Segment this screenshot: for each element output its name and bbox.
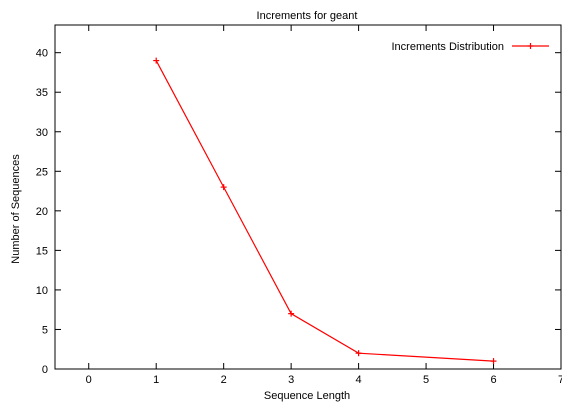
data-point <box>355 350 362 357</box>
y-tick-label: 25 <box>36 166 48 178</box>
data-point <box>288 310 295 317</box>
x-tick-label: 3 <box>288 374 294 386</box>
chart-title: Increments for geant <box>257 10 358 22</box>
x-tick-label: 5 <box>423 374 429 386</box>
x-tick-label: 2 <box>221 374 227 386</box>
y-tick-label: 5 <box>42 324 48 336</box>
data-point <box>220 184 227 191</box>
y-tick-label: 10 <box>36 285 48 297</box>
data-point <box>490 358 497 365</box>
x-tick-label: 6 <box>490 374 496 386</box>
x-axis-label: Sequence Length <box>264 390 350 402</box>
x-tick-label: 0 <box>86 374 92 386</box>
y-tick-label: 20 <box>36 206 48 218</box>
y-tick-label: 40 <box>36 48 48 60</box>
data-point <box>153 57 160 64</box>
axes: 0 1 2 3 4 5 6 7 0 5 10 15 20 25 30 35 40 <box>36 24 562 386</box>
y-axis-label: Number of Sequences <box>10 154 22 264</box>
legend-label: Increments Distribution <box>392 41 505 53</box>
y-tick-label: 30 <box>36 127 48 139</box>
x-tick-label: 7 <box>558 374 562 386</box>
legend: Increments Distribution <box>392 41 549 53</box>
y-tick-label: 35 <box>36 87 48 99</box>
x-tick-label: 4 <box>356 374 362 386</box>
x-tick-label: 1 <box>153 374 159 386</box>
y-tick-label: 0 <box>42 364 48 376</box>
y-tick-label: 15 <box>36 245 48 257</box>
series-layer <box>153 57 497 365</box>
plot-frame <box>54 24 562 370</box>
